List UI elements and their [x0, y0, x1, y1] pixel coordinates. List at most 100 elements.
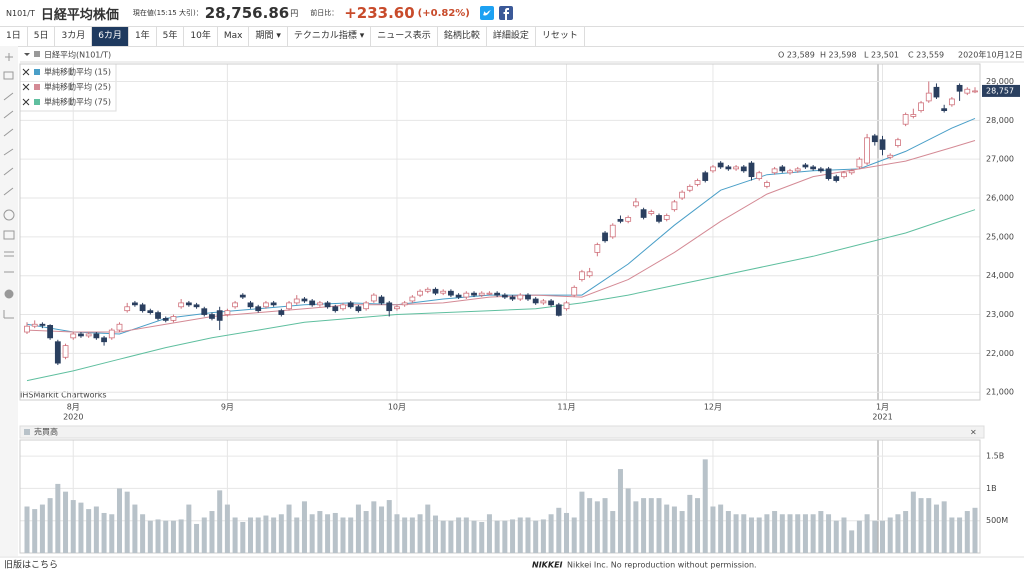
candle-body: [224, 310, 231, 315]
ma-line: [26, 117, 976, 335]
candle-body: [239, 294, 246, 298]
candle-body: [848, 170, 855, 174]
candle-body: [794, 168, 801, 172]
x-tick-label: 1月: [876, 403, 889, 412]
volume-bar: [818, 511, 824, 553]
toolbar-button[interactable]: 銘柄比較: [438, 27, 487, 46]
candle-body: [255, 306, 262, 312]
volume-bar: [641, 498, 647, 553]
volume-bar: [687, 494, 693, 553]
volume-bar: [579, 491, 585, 553]
old-version-link[interactable]: 旧版はこちら: [4, 559, 58, 571]
toolbar-button[interactable]: Max: [218, 27, 250, 46]
volume-bar: [610, 511, 616, 553]
volume-bar: [533, 520, 539, 553]
plot-frame: [19, 63, 981, 401]
candle-body: [417, 290, 423, 296]
candle-body: [370, 294, 377, 302]
candle-body: [579, 271, 585, 280]
volume-bar: [880, 520, 886, 553]
toolbar-button[interactable]: リセット: [536, 27, 585, 46]
candle-body: [501, 294, 508, 298]
volume-bar: [910, 491, 916, 553]
volume-bar: [779, 514, 785, 553]
volume-bar: [456, 517, 462, 553]
toolbar-button[interactable]: 5日: [28, 27, 56, 46]
volume-bar: [63, 491, 69, 553]
volume-bar: [248, 517, 254, 553]
legend-remove: [22, 98, 30, 106]
toolbar-button[interactable]: テクニカル指標 ▾: [288, 27, 372, 46]
toolbar-button[interactable]: 詳細設定: [487, 27, 536, 46]
volume-bar: [255, 517, 261, 553]
volume-bar: [409, 517, 415, 553]
volume-bar: [872, 520, 878, 553]
volume-bar: [93, 506, 99, 553]
volume-bar: [625, 488, 631, 553]
candle-body: [263, 302, 269, 308]
volume-bar: [78, 502, 84, 553]
volume-bar: [325, 514, 331, 553]
volume-bar: [795, 514, 801, 553]
volume-bar: [271, 517, 277, 553]
volume-bar: [679, 511, 685, 553]
candle-body: [286, 302, 292, 310]
candle-body: [525, 294, 531, 300]
volume-bar: [147, 520, 153, 553]
volume-bar: [86, 509, 92, 553]
candle-body: [116, 323, 123, 331]
candle-body: [609, 224, 616, 238]
volume-bar: [741, 514, 747, 553]
candle-body: [347, 302, 354, 308]
volume-bar: [55, 483, 61, 553]
toolbar-button[interactable]: 6カ月: [92, 27, 129, 46]
volume-bar: [486, 514, 492, 553]
candle-body: [39, 323, 46, 326]
volume-bar: [263, 515, 269, 553]
volume-bar: [602, 498, 608, 553]
candle-body: [270, 302, 277, 306]
candle-body: [409, 296, 416, 302]
x-tick-label: 10月: [388, 403, 406, 412]
legend-swatch: [34, 99, 40, 105]
toolbar-button[interactable]: 3カ月: [55, 27, 93, 46]
toolbar-button[interactable]: 1年: [129, 27, 157, 46]
twitter-icon[interactable]: [479, 6, 494, 20]
candle-body: [324, 302, 331, 308]
toolbar-button[interactable]: 1日: [0, 27, 28, 46]
candle-body: [594, 244, 601, 253]
toolbar-button[interactable]: ニュース表示: [371, 27, 438, 46]
candle-body: [316, 302, 323, 306]
candle-body: [309, 300, 316, 306]
volume-bar: [957, 517, 963, 553]
candle-body: [725, 166, 732, 170]
candle-body: [378, 296, 385, 304]
volume-bar: [772, 511, 778, 553]
legend-label: 単純移動平均 (15): [44, 67, 111, 77]
volume-close[interactable]: ×: [970, 428, 977, 437]
toolbar-button[interactable]: 期間 ▾: [249, 27, 288, 46]
volume-bar: [417, 514, 423, 553]
candle-body: [31, 323, 38, 327]
volume-bar: [286, 504, 292, 553]
candle-body: [740, 166, 747, 172]
volume-bar: [217, 490, 223, 553]
facebook-icon[interactable]: [498, 6, 513, 20]
toolbar-button[interactable]: 5年: [157, 27, 185, 46]
volume-bar: [748, 517, 754, 553]
candle-body: [871, 135, 878, 143]
volume-bar: [340, 517, 346, 553]
candle-body: [810, 166, 817, 170]
volume-bar: [109, 514, 115, 553]
volume-bar: [787, 514, 793, 553]
candle-body: [771, 168, 778, 174]
candle-body: [663, 215, 670, 220]
candle-body: [933, 86, 940, 98]
candle-body: [24, 325, 30, 333]
candle-body: [78, 333, 84, 337]
volume-bar: [671, 506, 677, 553]
candle-body: [363, 302, 370, 310]
low: L 23,501: [864, 51, 899, 60]
candle-body: [817, 168, 824, 172]
toolbar-button[interactable]: 10年: [184, 27, 218, 46]
